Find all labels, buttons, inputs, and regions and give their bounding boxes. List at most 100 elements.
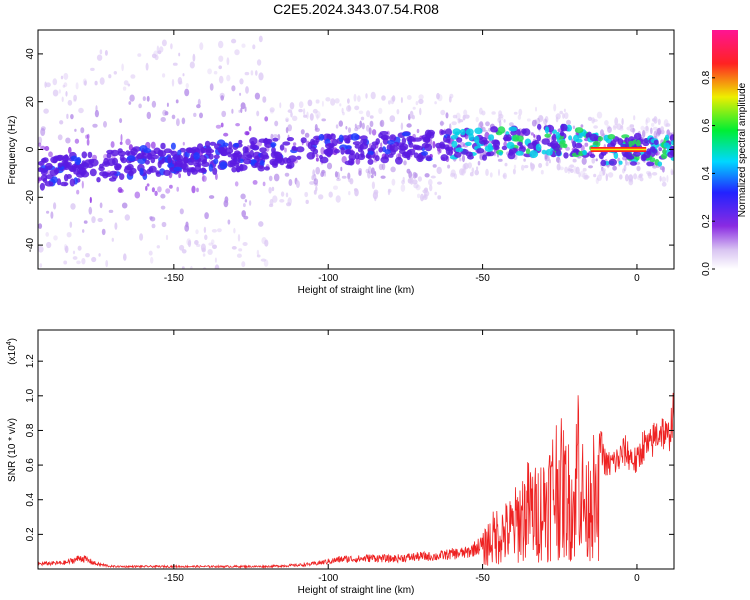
spectrogram-speckle — [202, 173, 205, 182]
spectrogram-ridge-blob — [451, 140, 458, 148]
spectrogram-ridge-blob — [389, 134, 397, 142]
spectrogram-speckle — [596, 111, 603, 119]
spectrogram-ridge-blob — [217, 147, 226, 154]
spectrogram-speckle — [117, 187, 123, 193]
colorbar-tick-label: 0.6 — [701, 118, 712, 132]
spectrogram-speckle — [207, 68, 213, 75]
spectrogram-speckle — [165, 188, 171, 194]
spectrogram-ridge-blob — [574, 127, 584, 134]
spectrogram-ridge-blob — [374, 155, 380, 162]
spectrogram-ridge-blob — [259, 160, 265, 167]
spectrogram-speckle — [429, 184, 433, 192]
spectrogram-ridge-blob — [286, 161, 295, 169]
spectrogram-speckle — [160, 193, 166, 199]
spectrogram-ridge-blob — [515, 150, 524, 156]
spectrogram-speckle — [219, 92, 225, 99]
spectrogram-ridge-blob — [444, 128, 453, 136]
spectrogram-speckle — [202, 267, 207, 269]
spectrogram-speckle — [518, 108, 523, 116]
spectrogram-ridge-blob — [177, 149, 182, 156]
spectrogram-speckle — [70, 114, 74, 120]
spectrogram-speckle — [270, 133, 274, 141]
spectrogram-speckle — [90, 67, 95, 71]
spectrogram-ridge-blob — [359, 142, 369, 150]
spectrogram-speckle — [208, 195, 215, 199]
spectrogram-ridge-blob — [345, 149, 352, 155]
spectrogram-ridge-blob — [264, 166, 270, 171]
spectrogram-speckle — [408, 171, 413, 179]
spectrogram-ridge-blob — [81, 151, 88, 159]
spectrogram-ridge-blob — [219, 161, 228, 170]
spectrogram-ridge-blob — [352, 141, 361, 146]
spectrogram-speckle — [582, 172, 588, 180]
spectrogram-speckle — [194, 240, 199, 245]
spectrogram-speckle — [407, 178, 413, 184]
spectrogram-ridge-blob — [380, 156, 390, 164]
spectrogram-ridge-blob — [233, 142, 240, 148]
spectrogram-speckle — [94, 80, 98, 86]
spectrogram-speckle — [150, 141, 156, 149]
colorbar-label: Normalized spectral amplitude — [737, 82, 748, 217]
spectrogram-speckle — [651, 122, 655, 127]
spectrogram-speckle — [240, 102, 246, 110]
spectrogram-speckle — [207, 249, 213, 255]
spectrogram-speckle — [285, 117, 290, 122]
spectrogram-speckle — [513, 111, 518, 115]
spectrogram-speckle — [453, 173, 457, 180]
spectrogram-ridge-blob — [228, 141, 233, 150]
spectrogram-speckle — [113, 71, 118, 75]
spectrogram-speckle — [338, 120, 343, 127]
spectrogram-speckle — [242, 242, 248, 246]
spectrogram-speckle — [151, 53, 157, 59]
spectrogram-ridge-blob — [167, 156, 172, 164]
spectrogram-ridge-blob — [274, 151, 283, 159]
spectrogram-ridge-blob — [182, 156, 189, 164]
spectrogram-speckle — [184, 88, 190, 97]
spectrogram-speckle — [341, 107, 344, 114]
spectrogram-speckle — [121, 202, 128, 209]
spectrogram-speckle — [462, 154, 465, 163]
spectrogram-speckle — [462, 163, 466, 171]
spectrogram-ridge-blob — [310, 138, 315, 146]
spectrogram-ridge-blob — [333, 148, 340, 154]
spectrogram-ridge-blob — [231, 166, 237, 173]
spectrogram-speckle — [236, 253, 242, 258]
spectrogram-speckle — [91, 256, 97, 263]
spectrogram-speckle — [371, 129, 377, 136]
spectrogram-speckle — [504, 162, 508, 167]
spectrogram-speckle — [243, 203, 246, 208]
spectrogram-speckle — [139, 233, 144, 241]
spectrogram-speckle — [469, 172, 474, 177]
spectrogram-speckle — [298, 108, 303, 113]
spectrogram-speckle — [288, 179, 293, 186]
spectrogram-speckle — [272, 134, 279, 138]
x-tick-label: -100 — [318, 273, 338, 284]
spectrogram-speckle — [160, 205, 166, 210]
spectrogram-speckle — [502, 174, 506, 178]
spectrogram-speckle — [430, 175, 436, 179]
spectrogram-speckle — [110, 141, 115, 148]
spectrogram-ridge-blob — [473, 135, 480, 144]
spectrogram-speckle — [129, 278, 133, 281]
spectrogram-ridge-blob — [501, 145, 508, 151]
spectrogram-speckle — [493, 150, 496, 157]
spectrogram-speckle — [256, 249, 260, 256]
spectrogram-speckle — [277, 133, 281, 141]
spectrogram-speckle — [414, 172, 418, 178]
spectrogram-speckle — [380, 142, 383, 148]
spectrogram-speckle — [415, 184, 421, 191]
spectrogram-speckle — [82, 229, 85, 233]
spectrogram-ridge-blob — [662, 148, 667, 155]
spectrogram-ridge-blob — [102, 171, 109, 179]
spectrogram-speckle — [559, 166, 564, 171]
spectrogram-speckle — [269, 107, 275, 113]
spectrogram-ridge-blob — [535, 143, 542, 152]
spectrogram-ridge-blob — [537, 123, 542, 130]
spectrogram-speckle — [659, 175, 662, 182]
spectrogram-speckle — [479, 121, 484, 128]
spectrogram-speckle — [584, 142, 589, 147]
spectrogram-speckle — [418, 94, 424, 100]
spectrogram-ridge-blob — [425, 155, 432, 162]
spectrogram-speckle — [365, 93, 368, 99]
spectrogram-speckle — [564, 166, 568, 173]
